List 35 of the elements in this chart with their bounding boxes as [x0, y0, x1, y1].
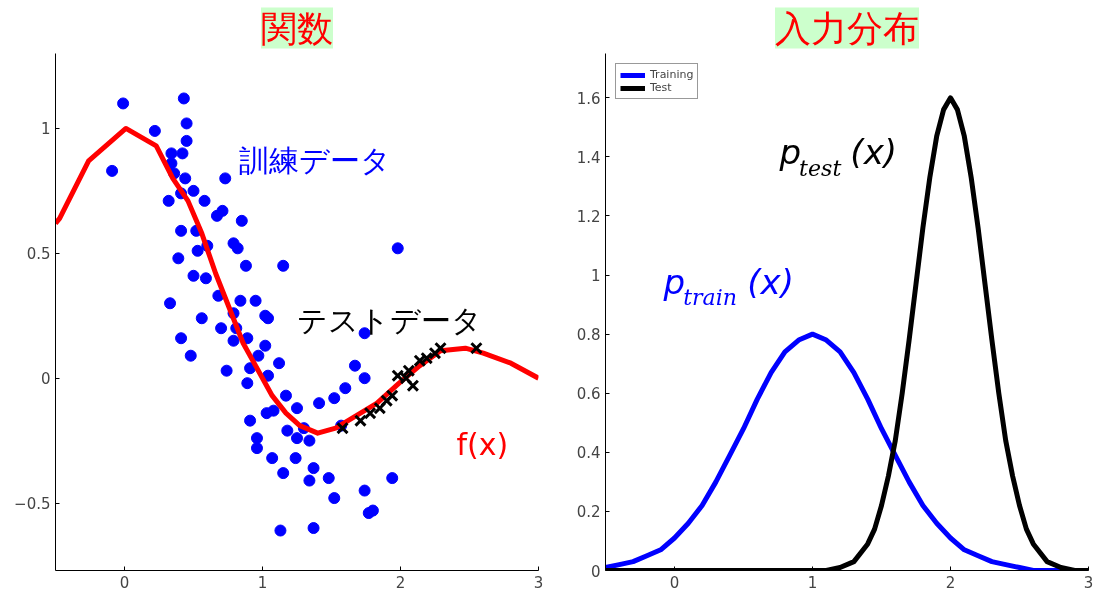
point: [385, 389, 399, 403]
y-tick-label: 0.6: [576, 385, 601, 404]
y-tick-label: 1.6: [576, 89, 601, 108]
y-tick-label: 0.5: [26, 245, 51, 264]
series-label: f(x): [456, 426, 509, 462]
point: [469, 341, 483, 355]
y-tick-label: 0.4: [576, 444, 601, 463]
y-tick-label: 0.8: [576, 326, 601, 345]
x-tick-label: 3: [533, 573, 544, 592]
chart-title: 関数: [261, 7, 333, 49]
point: [380, 394, 394, 408]
y-tick-label: 1: [590, 267, 601, 286]
point: [354, 414, 367, 428]
y-tick-label: 1: [40, 120, 51, 139]
y-tick-label: 0.2: [576, 503, 601, 522]
x-tick-label: 2: [395, 573, 406, 592]
series-label: テストデータ: [297, 302, 482, 338]
y-tick-label: 1.4: [576, 148, 601, 167]
legend-label: Test: [650, 81, 672, 94]
legend-label: Training: [650, 68, 694, 81]
chart-title: 入力分布: [775, 7, 919, 49]
y-tick-label: −0.5: [14, 495, 51, 514]
x-tick-label: 1: [257, 573, 268, 592]
y-tick-label: 1.2: [576, 207, 601, 226]
x-tick-label: 2: [945, 573, 956, 592]
point: [434, 341, 447, 355]
y-tick-label: 0: [40, 370, 51, 389]
x-tick-label: 3: [1083, 573, 1094, 592]
x-tick-label: 0: [669, 573, 680, 592]
point: [428, 346, 442, 360]
point: [402, 364, 416, 378]
x-tick-label: 0: [119, 573, 130, 592]
x-tick-label: 1: [807, 573, 818, 592]
series-label: 訓練データ: [239, 142, 392, 178]
point: [406, 379, 420, 393]
